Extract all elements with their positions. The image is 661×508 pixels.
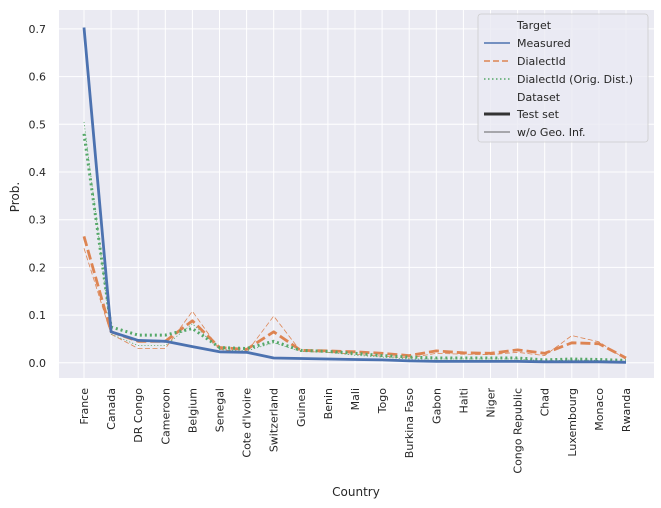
legend-frame (477, 13, 649, 143)
x-tick-label: Luxembourg (566, 388, 579, 457)
y-tick-label: 0.4 (29, 166, 47, 179)
x-tick-label: Congo Republic (512, 388, 525, 474)
y-tick-label: 0.5 (29, 118, 47, 131)
series-line-measured-test-set (82, 27, 627, 364)
x-tick-labels: France Canada DR Congo Cameroon Belgium Seneg… (78, 388, 633, 474)
x-tick-label: Chad (539, 388, 552, 416)
x-tick-label: Burkina Faso (403, 388, 416, 458)
y-tick-label: 0.2 (29, 261, 47, 274)
y-tick-label: 0.7 (29, 23, 47, 36)
x-tick-label: Guinea (295, 388, 308, 427)
x-tick-label: Mali (349, 388, 362, 410)
y-tick-label: 0.1 (29, 309, 47, 322)
x-tick-label: Haiti (457, 388, 470, 413)
legend-dataset-title: Dataset (517, 91, 561, 104)
x-tick-label: Gabon (430, 388, 443, 424)
legend-dialectid-orig-label: DialectId (Orig. Dist.) (517, 73, 633, 86)
x-tick-label: DR Congo (132, 388, 145, 443)
x-tick-label: Switzerland (268, 388, 281, 452)
legend-measured-label: Measured (517, 37, 571, 50)
y-tick-label: 0.6 (29, 71, 47, 84)
x-tick-label: Canada (105, 388, 118, 430)
legend-dialectid-label: DialectId (517, 55, 566, 68)
x-tick-label: Togo (376, 388, 389, 415)
x-tick-label: Cameroon (159, 388, 172, 445)
y-tick-labels: 0.0 0.1 0.2 0.3 0.4 0.5 0.6 0.7 (29, 23, 47, 370)
series-lines (82, 27, 627, 364)
legend-target-title: Target (516, 19, 552, 32)
y-tick-label: 0.0 (29, 357, 47, 370)
legend-test-set-label: Test set (516, 108, 560, 121)
x-axis-title: Country (332, 485, 380, 499)
x-tick-label: Rwanda (620, 388, 633, 432)
series-line-dialectid-test-set (82, 236, 627, 360)
grid (59, 10, 654, 378)
y-axis-title: Prob. (8, 182, 22, 212)
legend-no-geo-label: w/o Geo. Inf. (517, 126, 586, 139)
x-tick-label: Niger (485, 388, 498, 418)
series-line-dialectid-orig-dist--test-set (82, 133, 627, 362)
x-tick-label: Belgium (186, 388, 199, 433)
series-line-dialectid-orig-dist--no-geo (83, 121, 627, 362)
x-tick-label: Cote d'Ivoire (241, 388, 254, 458)
legend: Target Measured DialectId DialectId (Ori… (477, 13, 649, 143)
x-tick-label: Monaco (593, 388, 606, 431)
x-tick-label: France (78, 388, 91, 425)
x-tick-label: Senegal (214, 388, 227, 432)
x-tick-label: Benin (322, 388, 335, 419)
y-tick-label: 0.3 (29, 214, 47, 227)
series-line-dialectid-no-geo (83, 248, 627, 360)
